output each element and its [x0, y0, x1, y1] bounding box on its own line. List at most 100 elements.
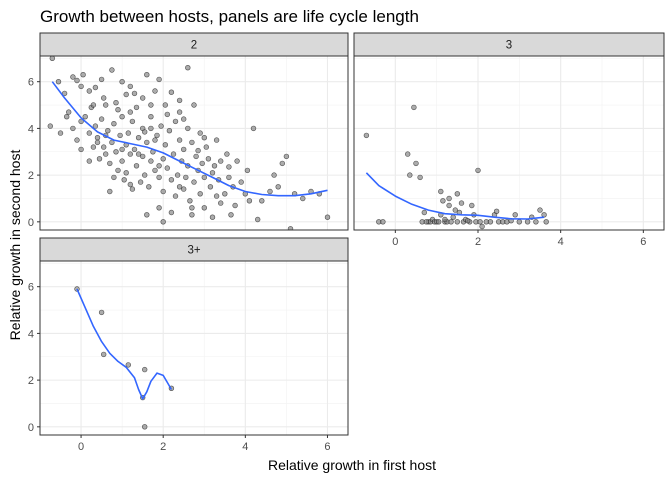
x-tick-label: 2 — [160, 441, 166, 453]
panel-strip-label: 3+ — [187, 245, 200, 257]
data-point — [493, 208, 500, 215]
data-point — [90, 144, 97, 150]
data-point — [255, 216, 261, 223]
data-point — [148, 158, 154, 164]
data-point — [405, 151, 411, 157]
x-tick-label: 4 — [242, 441, 248, 453]
data-point — [203, 144, 210, 150]
data-point — [105, 128, 111, 134]
data-point — [55, 78, 62, 85]
data-point — [144, 139, 150, 146]
x-tick-label: 0 — [392, 236, 398, 248]
data-point — [113, 99, 119, 106]
data-point — [176, 137, 183, 143]
data-point — [140, 153, 146, 160]
data-point — [417, 174, 423, 181]
y-tick-label: 0 — [28, 217, 34, 229]
data-point — [487, 219, 494, 225]
data-point — [164, 111, 171, 118]
data-point — [475, 167, 481, 174]
y-axis-title: Relative growth in second host — [7, 150, 23, 341]
data-point — [142, 366, 148, 373]
data-point — [162, 142, 169, 148]
data-point — [152, 137, 158, 143]
data-point — [300, 195, 306, 202]
panel-plot-area — [40, 261, 348, 435]
data-point — [193, 153, 199, 160]
data-point — [82, 113, 88, 120]
data-point — [185, 64, 191, 71]
data-point — [123, 91, 129, 98]
data-point — [123, 170, 129, 176]
data-point — [94, 135, 101, 141]
panel-strip-label: 3 — [506, 40, 512, 52]
data-point — [133, 104, 140, 111]
data-point — [135, 151, 142, 157]
data-point — [90, 102, 97, 108]
data-point — [172, 193, 179, 199]
y-tick-label: 2 — [28, 375, 34, 387]
x-tick-label: 2 — [475, 236, 481, 248]
data-point — [129, 118, 136, 125]
data-point — [436, 219, 442, 225]
data-point — [454, 219, 460, 225]
data-point — [111, 174, 117, 181]
data-point — [61, 90, 68, 97]
data-point — [111, 120, 117, 127]
data-point — [465, 218, 471, 224]
data-point — [86, 158, 93, 164]
data-point — [191, 179, 197, 185]
data-point — [129, 186, 136, 192]
data-point — [181, 146, 187, 153]
data-point — [172, 118, 179, 125]
data-point — [183, 174, 189, 181]
data-point — [213, 137, 220, 143]
data-point — [174, 172, 181, 178]
data-point — [115, 167, 121, 174]
data-point — [135, 135, 142, 141]
data-point — [185, 125, 191, 132]
data-point — [176, 97, 183, 104]
data-point — [156, 76, 162, 83]
data-point — [63, 113, 70, 120]
data-point — [168, 209, 175, 216]
data-point — [156, 205, 162, 211]
data-point — [156, 163, 162, 169]
data-point — [107, 188, 113, 195]
data-point — [524, 219, 531, 225]
data-point — [421, 209, 427, 216]
data-point — [144, 212, 150, 218]
data-point — [450, 214, 456, 220]
data-point — [218, 200, 224, 206]
data-point — [115, 106, 121, 113]
data-point — [96, 156, 103, 162]
data-point — [458, 200, 465, 206]
y-tick-label: 6 — [28, 282, 34, 294]
data-point — [78, 118, 84, 125]
data-point — [131, 146, 138, 153]
data-point — [267, 188, 273, 195]
data-point — [125, 362, 132, 368]
data-point — [479, 223, 485, 230]
smooth-trend-line — [76, 288, 173, 400]
data-point — [224, 151, 230, 157]
data-point — [469, 202, 475, 209]
data-point — [533, 219, 539, 225]
data-point — [86, 88, 93, 94]
data-point — [411, 104, 417, 111]
data-point — [448, 219, 454, 225]
y-tick-label: 4 — [28, 123, 34, 135]
data-point — [142, 129, 148, 135]
data-point — [181, 186, 187, 192]
data-point — [201, 135, 208, 141]
data-point — [74, 137, 80, 143]
data-point — [181, 116, 187, 122]
data-point — [201, 174, 208, 181]
data-point — [516, 219, 522, 225]
x-tick-label: 0 — [78, 441, 84, 453]
data-point — [250, 125, 257, 132]
data-point — [119, 158, 125, 164]
x-tick-label: 4 — [558, 236, 564, 248]
data-point — [146, 184, 152, 190]
